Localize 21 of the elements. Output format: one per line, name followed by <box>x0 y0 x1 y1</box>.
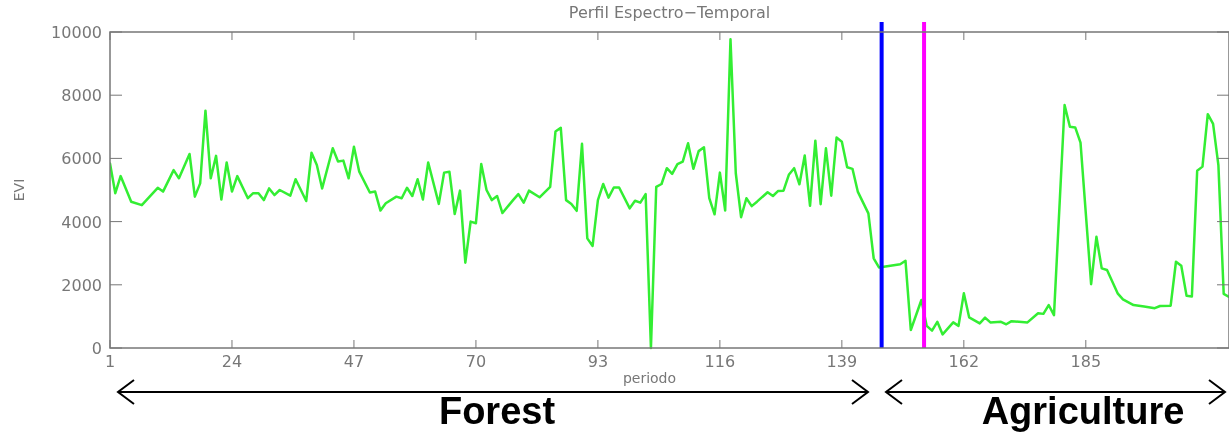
text: Agriculture <box>981 390 1185 432</box>
y-tick-label: 4000 <box>61 212 102 232</box>
y-tick-label: 10000 <box>51 23 102 42</box>
x-axis-title: periodo <box>622 370 677 386</box>
line-series <box>110 38 1229 350</box>
x-tick-label: 185 <box>1070 352 1102 371</box>
x-tick-label: 70 <box>465 352 487 371</box>
x-tick-label: 162 <box>948 352 980 371</box>
x-tick-label: 47 <box>343 352 365 371</box>
y-tick-label: 0 <box>91 339 102 358</box>
chart-title: Perfil Espectro−Temporal <box>568 3 771 22</box>
x-tick-label: 116 <box>704 352 736 371</box>
x-tick-label: 139 <box>826 352 858 371</box>
y-axis-title: EVI <box>11 178 27 202</box>
y-tick-label: 2000 <box>61 275 102 295</box>
y-tick-label: 8000 <box>61 86 102 106</box>
text: Forest <box>438 390 556 432</box>
x-tick-label: 1 <box>104 352 116 371</box>
y-tick-label: 6000 <box>61 149 102 169</box>
x-tick-label: 24 <box>221 352 243 371</box>
x-tick-label: 93 <box>587 352 609 371</box>
